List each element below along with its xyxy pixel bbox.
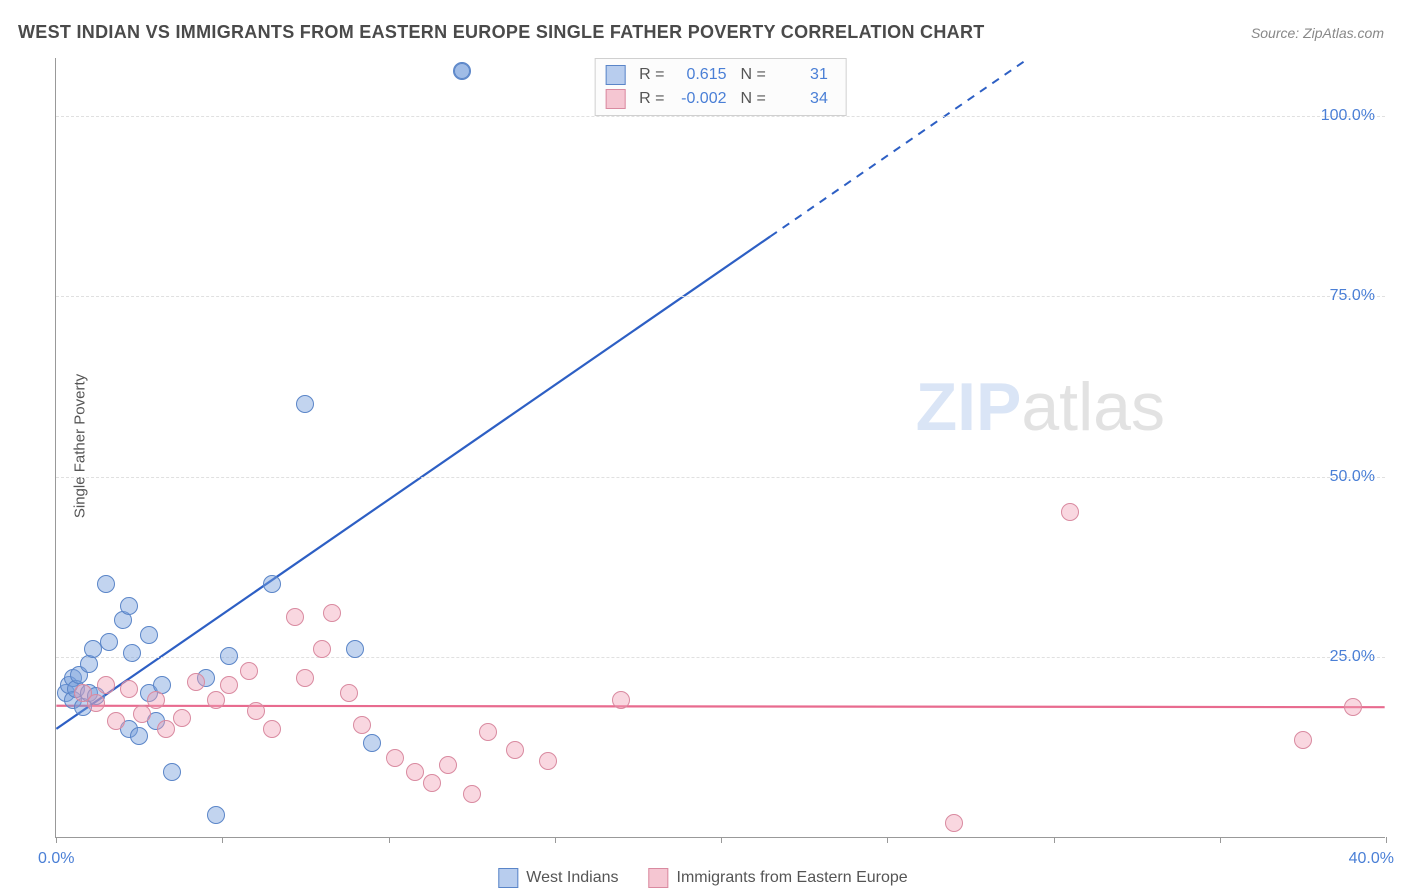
- r-value-2: -0.002: [675, 87, 727, 111]
- data-point: [479, 723, 497, 741]
- data-point: [240, 662, 258, 680]
- watermark-atlas: atlas: [1021, 369, 1165, 445]
- data-point: [346, 640, 364, 658]
- data-point: [207, 806, 225, 824]
- data-point: [140, 626, 158, 644]
- data-point: [612, 691, 630, 709]
- x-tick: [56, 837, 57, 843]
- y-tick-label: 100.0%: [1321, 107, 1375, 125]
- data-point: [313, 640, 331, 658]
- x-tick-label-max: 40.0%: [1349, 850, 1394, 868]
- data-point: [220, 647, 238, 665]
- data-point: [454, 63, 470, 79]
- data-point: [463, 785, 481, 803]
- data-point: [363, 734, 381, 752]
- data-point: [296, 669, 314, 687]
- watermark-zip: ZIP: [916, 369, 1022, 445]
- legend-swatch-2: [649, 868, 669, 888]
- r-label: R =: [639, 63, 664, 87]
- legend-label-2: Immigrants from Eastern Europe: [677, 869, 908, 887]
- data-point: [353, 716, 371, 734]
- n-value-2: 34: [776, 87, 828, 111]
- data-point: [406, 763, 424, 781]
- data-point: [84, 640, 102, 658]
- x-tick: [721, 837, 722, 843]
- r-value-1: 0.615: [675, 63, 727, 87]
- data-point: [147, 691, 165, 709]
- grid-line: [56, 296, 1385, 297]
- data-point: [247, 702, 265, 720]
- data-point: [296, 395, 314, 413]
- data-point: [286, 608, 304, 626]
- data-point: [506, 741, 524, 759]
- legend-item-2: Immigrants from Eastern Europe: [649, 868, 908, 888]
- grid-line: [56, 477, 1385, 478]
- data-point: [1294, 731, 1312, 749]
- grid-line: [56, 116, 1385, 117]
- data-point: [120, 597, 138, 615]
- stats-row-series-2: R = -0.002 N = 34: [605, 87, 828, 111]
- legend-label-1: West Indians: [526, 869, 618, 887]
- data-point: [1061, 503, 1079, 521]
- legend-item-1: West Indians: [498, 868, 618, 888]
- data-point: [87, 694, 105, 712]
- data-point: [97, 575, 115, 593]
- data-point: [187, 673, 205, 691]
- data-point: [100, 633, 118, 651]
- data-point: [340, 684, 358, 702]
- x-tick: [222, 837, 223, 843]
- n-label-2: N =: [741, 87, 766, 111]
- legend-swatch-1: [498, 868, 518, 888]
- data-point: [1344, 698, 1362, 716]
- n-label: N =: [741, 63, 766, 87]
- x-tick: [1054, 837, 1055, 843]
- swatch-series-1: [605, 65, 625, 85]
- x-tick: [1220, 837, 1221, 843]
- data-point: [123, 644, 141, 662]
- trend-line-solid: [56, 236, 770, 728]
- data-point: [945, 814, 963, 832]
- data-point: [130, 727, 148, 745]
- x-tick-label-min: 0.0%: [38, 850, 74, 868]
- n-value-1: 31: [776, 63, 828, 87]
- r-label-2: R =: [639, 87, 664, 111]
- data-point: [539, 752, 557, 770]
- data-point: [133, 705, 151, 723]
- data-point: [323, 604, 341, 622]
- data-point: [163, 763, 181, 781]
- data-point: [120, 680, 138, 698]
- x-tick: [887, 837, 888, 843]
- data-point: [97, 676, 115, 694]
- data-point: [157, 720, 175, 738]
- y-tick-label: 25.0%: [1330, 648, 1375, 666]
- stats-legend-box: R = 0.615 N = 31 R = -0.002 N = 34: [594, 58, 847, 116]
- x-tick: [389, 837, 390, 843]
- data-point: [386, 749, 404, 767]
- data-point: [263, 575, 281, 593]
- x-tick: [1386, 837, 1387, 843]
- x-tick: [555, 837, 556, 843]
- trend-lines-svg: [56, 58, 1385, 837]
- data-point: [263, 720, 281, 738]
- plot-area: ZIPatlas R = 0.615 N = 31 R = -0.002 N =…: [55, 58, 1385, 838]
- swatch-series-2: [605, 89, 625, 109]
- data-point: [423, 774, 441, 792]
- data-point: [220, 676, 238, 694]
- stats-row-series-1: R = 0.615 N = 31: [605, 63, 828, 87]
- data-point: [173, 709, 191, 727]
- y-tick-label: 75.0%: [1330, 287, 1375, 305]
- grid-line: [56, 657, 1385, 658]
- chart-container: WEST INDIAN VS IMMIGRANTS FROM EASTERN E…: [0, 0, 1406, 892]
- chart-title: WEST INDIAN VS IMMIGRANTS FROM EASTERN E…: [18, 22, 985, 43]
- watermark: ZIPatlas: [916, 368, 1165, 446]
- data-point: [439, 756, 457, 774]
- data-point: [107, 712, 125, 730]
- bottom-legend: West Indians Immigrants from Eastern Eur…: [498, 868, 907, 888]
- y-tick-label: 50.0%: [1330, 468, 1375, 486]
- data-point: [207, 691, 225, 709]
- source-label: Source: ZipAtlas.com: [1251, 25, 1384, 41]
